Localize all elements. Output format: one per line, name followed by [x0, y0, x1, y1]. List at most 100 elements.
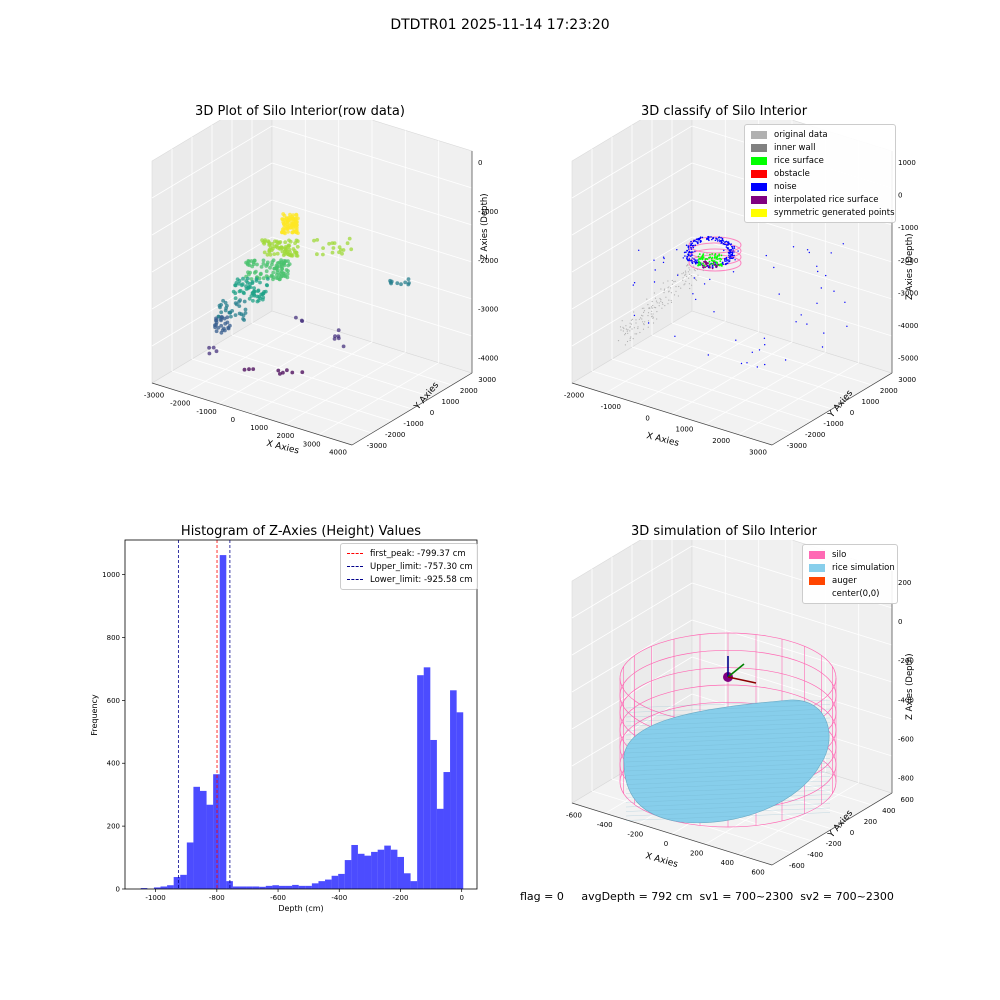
original-point [703, 252, 705, 254]
raw-point [243, 307, 248, 312]
y-tick-label: 800 [107, 634, 120, 642]
rice-mesh-line [625, 762, 831, 772]
raw-point [221, 298, 226, 303]
raw-point [270, 241, 275, 246]
noise-point [654, 269, 656, 271]
histogram-bar [417, 675, 424, 889]
raw-point [389, 279, 394, 284]
original-point [627, 329, 629, 331]
original-point [664, 288, 666, 290]
raw-point [258, 280, 262, 285]
noise-point [712, 237, 714, 240]
rice-surface-point [697, 260, 700, 263]
noise-point [690, 248, 693, 250]
noise-point [730, 243, 732, 245]
x-tick-label: 0 [459, 894, 463, 902]
noise-point [728, 243, 731, 245]
rice-surface-point [715, 258, 718, 260]
noise-point [692, 293, 694, 295]
rice-mesh-line [625, 776, 831, 785]
original-point [635, 322, 637, 324]
x-axis-line [571, 802, 773, 866]
raw-point [245, 280, 250, 285]
raw-point [207, 345, 212, 350]
histogram-bar [436, 808, 444, 889]
noise-point [725, 263, 727, 266]
raw-point [226, 325, 231, 330]
histogram-bar [278, 885, 286, 889]
raw-point [293, 241, 297, 246]
noise-point [833, 290, 835, 292]
classify-legend: original data inner wall rice surface obsta… [744, 124, 896, 223]
histogram-legend-item: first_peak: -799.37 cm [347, 547, 471, 560]
raw-point [245, 276, 250, 281]
raw-point [294, 223, 299, 228]
raw-point [283, 249, 287, 254]
histogram-bar [344, 860, 352, 889]
histogram-legend-item: Lower_limit: -925.58 cm [347, 573, 472, 586]
raw-point [216, 325, 221, 330]
original-point [641, 307, 643, 309]
raw-point [279, 245, 284, 249]
raw-point [286, 230, 290, 234]
original-point [651, 316, 653, 318]
noise-point [719, 240, 721, 243]
histogram-frame [124, 539, 478, 890]
y-tick-label: 200 [107, 823, 120, 831]
original-point [641, 318, 643, 320]
histogram-bar [272, 885, 279, 889]
raw-point [288, 212, 292, 217]
original-point [647, 312, 650, 314]
histogram-bar [456, 712, 464, 889]
raw-point [345, 241, 350, 246]
interpolated-point [713, 263, 716, 266]
tick-label-z: 0 [898, 192, 902, 200]
original-point [668, 286, 670, 288]
noise-point [684, 255, 686, 257]
noise-point [729, 249, 732, 251]
raw-point [283, 240, 288, 245]
original-point [685, 280, 687, 282]
tick-label-z: 0 [478, 159, 482, 167]
original-point [688, 277, 690, 279]
noise-point [728, 254, 730, 257]
noise-point [692, 244, 695, 247]
tick-label-y: -1000 [403, 420, 423, 428]
histogram-bar [246, 886, 253, 889]
raw-point [281, 271, 286, 276]
noise-point [708, 239, 710, 242]
noise-point [691, 261, 693, 263]
original-point [664, 305, 666, 307]
raw-point [240, 283, 244, 288]
original-point [641, 314, 643, 316]
y-axis-line [771, 792, 893, 866]
tick-label-y: 0 [850, 829, 854, 837]
raw-zlabel: Z Axies (Depth) [480, 193, 490, 260]
rice-surface-point [697, 264, 699, 267]
original-point [650, 306, 653, 308]
histogram-bar [193, 786, 200, 889]
noise-point [689, 251, 691, 254]
raw-point [406, 282, 411, 287]
raw-point [290, 230, 295, 235]
raw-point [333, 334, 337, 338]
raw-point [283, 220, 288, 224]
tick-label-x: 2000 [712, 437, 730, 445]
original-point [655, 300, 658, 302]
noise-point [731, 246, 733, 248]
original-point [629, 330, 631, 332]
noise-point [696, 238, 698, 240]
tick-label-y: 1000 [441, 398, 459, 406]
histogram-xlabel: Depth (cm) [278, 904, 323, 913]
x-tick-label: -1000 [145, 894, 165, 902]
rice-surface-point [711, 253, 714, 255]
raw-point [272, 266, 277, 271]
raw-point [237, 311, 242, 316]
noise-point [763, 337, 766, 339]
classify-legend-item: original data [751, 128, 889, 141]
noise-point [732, 249, 734, 251]
noise-point [693, 258, 695, 260]
histogram-bar [423, 667, 431, 889]
histogram-bar [213, 774, 220, 889]
silo-ring [688, 236, 742, 254]
